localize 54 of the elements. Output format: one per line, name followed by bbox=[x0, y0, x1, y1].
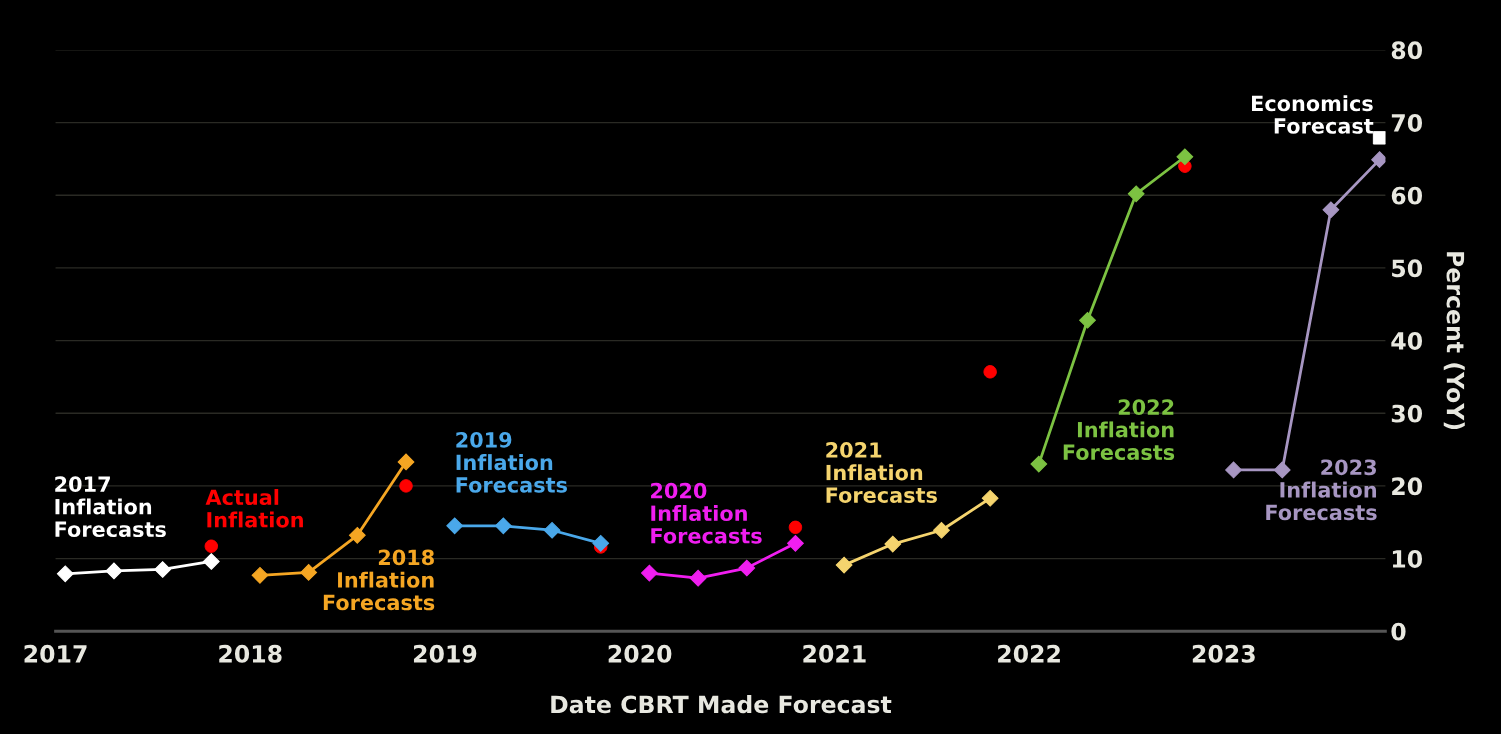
x-tick-label: 2018 bbox=[219, 644, 282, 663]
point bbox=[495, 517, 512, 535]
y-tick-label: 70 bbox=[1391, 114, 1423, 132]
point bbox=[202, 553, 220, 570]
point bbox=[251, 566, 269, 584]
y-tick-label: 40 bbox=[1391, 332, 1423, 350]
point bbox=[592, 534, 610, 552]
point bbox=[641, 564, 658, 582]
x-axis-title: Date CBRT Made Forecast bbox=[551, 695, 892, 714]
series-label: 2023 Inflation Forecasts bbox=[1266, 459, 1377, 521]
x-tick-label: 2020 bbox=[608, 644, 672, 663]
point bbox=[933, 521, 950, 539]
point bbox=[154, 561, 172, 578]
point bbox=[300, 564, 318, 581]
y-tick-label: 20 bbox=[1392, 477, 1423, 496]
x-tick-label: 2022 bbox=[998, 644, 1060, 663]
x-tick-label: 2023 bbox=[1192, 644, 1255, 663]
series-label: 2018 Inflation Forecasts bbox=[323, 549, 435, 611]
point bbox=[1176, 148, 1194, 166]
point bbox=[348, 526, 366, 544]
series-label: Actual Inflation bbox=[205, 488, 303, 528]
point bbox=[787, 534, 804, 552]
y-tick-label: 50 bbox=[1392, 259, 1423, 278]
series-label: 2022 Inflation Forecasts bbox=[1063, 399, 1175, 461]
point bbox=[884, 535, 902, 553]
point bbox=[1273, 461, 1291, 479]
point bbox=[543, 521, 561, 539]
y-axis-title: Percent (YoY) bbox=[1443, 252, 1465, 430]
x-tick-label: 2019 bbox=[413, 644, 477, 663]
point bbox=[56, 565, 74, 583]
y-tick-label: 60 bbox=[1391, 186, 1423, 205]
x-tick-label: 2021 bbox=[803, 644, 866, 663]
point bbox=[1322, 201, 1340, 219]
point bbox=[738, 559, 756, 577]
point bbox=[397, 453, 415, 471]
point bbox=[1030, 455, 1048, 473]
series-label: Economics Forecast bbox=[1252, 95, 1374, 134]
y-tick-label: 10 bbox=[1392, 550, 1423, 568]
point bbox=[689, 569, 707, 587]
series-label: 2020 Inflation Forecasts bbox=[651, 482, 762, 544]
series-label: 2019 Inflation Forecasts bbox=[456, 431, 567, 493]
point bbox=[1079, 311, 1096, 329]
y-tick-label: 30 bbox=[1391, 404, 1423, 423]
point bbox=[446, 517, 464, 535]
y-tick-label: 0 bbox=[1391, 622, 1406, 641]
point bbox=[105, 562, 123, 580]
y-tick-label: 80 bbox=[1391, 41, 1423, 60]
series-label: 2017 Inflation Forecasts bbox=[55, 476, 166, 538]
x-tick-label: 2017 bbox=[24, 644, 87, 663]
point bbox=[1127, 185, 1145, 203]
series-label: 2021 Inflation Forecasts bbox=[826, 442, 937, 503]
point bbox=[1225, 461, 1242, 479]
point bbox=[981, 489, 999, 507]
point bbox=[835, 556, 853, 574]
